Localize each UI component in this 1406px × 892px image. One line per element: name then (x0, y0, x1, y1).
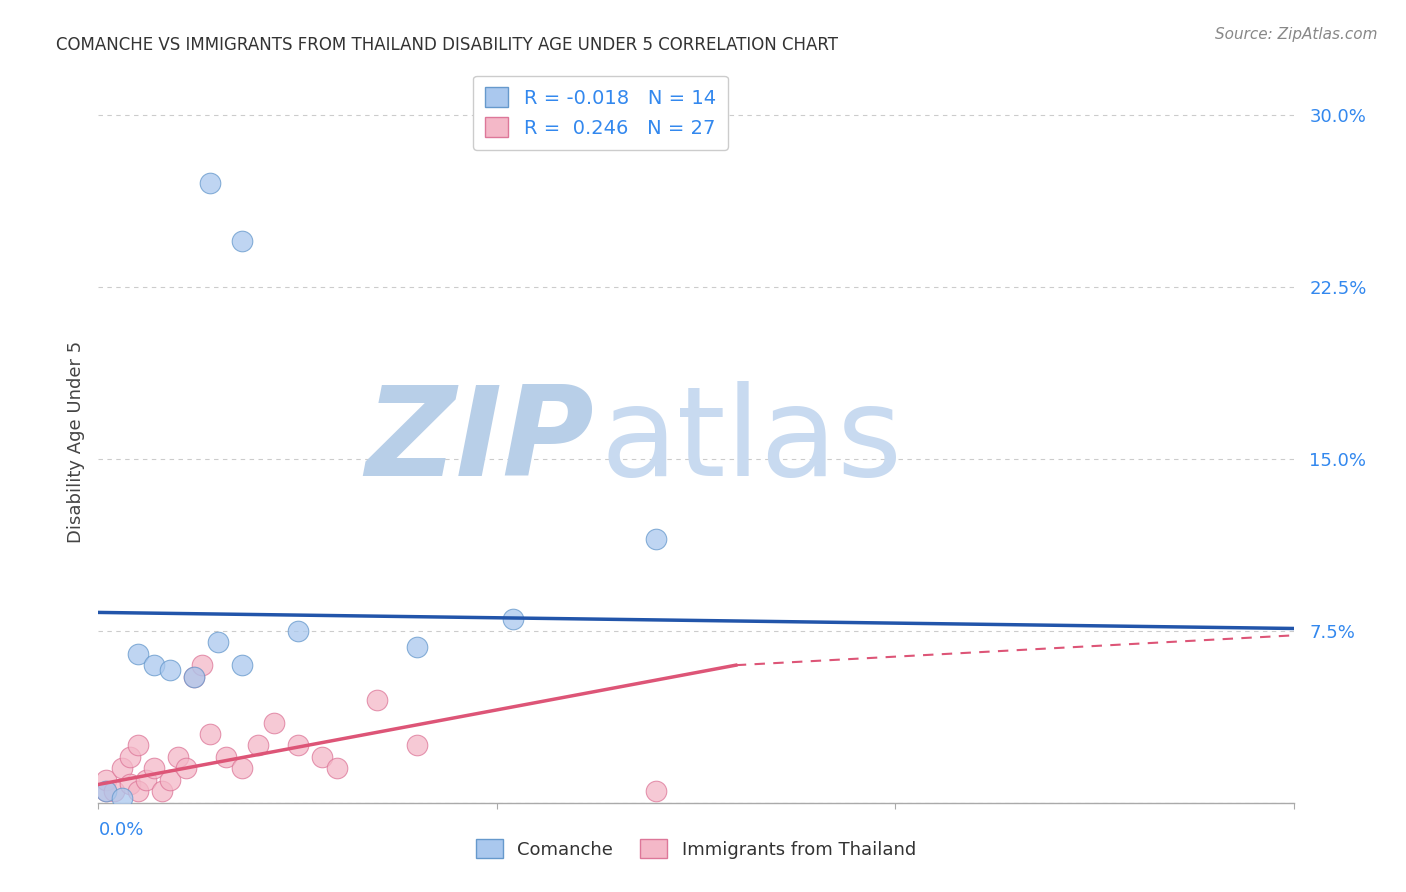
Point (143, 761, 166, 775)
Point (406, 739, 429, 753)
Point (366, 692, 388, 706)
Y-axis label: Disability Age Under 5: Disability Age Under 5 (66, 341, 84, 542)
Point (174, 761, 197, 775)
Point (120, 777, 142, 791)
Point (502, 612, 524, 626)
Point (159, 772, 181, 787)
Point (191, 658, 214, 673)
Point (150, 784, 173, 798)
Point (111, 791, 134, 805)
Point (263, 715, 285, 730)
Point (287, 739, 309, 753)
Point (127, 647, 149, 661)
Point (198, 727, 221, 741)
Point (645, 532, 668, 546)
Point (207, 635, 229, 649)
Point (127, 739, 149, 753)
Text: Source: ZipAtlas.com: Source: ZipAtlas.com (1215, 27, 1378, 42)
Text: 0.0%: 0.0% (98, 821, 143, 838)
Point (198, 177, 221, 191)
Point (326, 761, 349, 775)
Text: COMANCHE VS IMMIGRANTS FROM THAILAND DISABILITY AGE UNDER 5 CORRELATION CHART: COMANCHE VS IMMIGRANTS FROM THAILAND DIS… (56, 36, 838, 54)
Point (183, 670, 205, 684)
Point (215, 750, 238, 764)
Point (96, 784, 118, 798)
Point (96, 772, 118, 787)
Point (246, 739, 269, 753)
Point (183, 670, 205, 684)
Point (96, 784, 118, 798)
Point (120, 750, 142, 764)
Point (111, 761, 134, 775)
Point (127, 784, 149, 798)
Text: ZIP: ZIP (366, 381, 595, 502)
Point (143, 658, 166, 673)
Point (231, 658, 253, 673)
Point (287, 624, 309, 638)
Point (406, 640, 429, 654)
Point (135, 772, 157, 787)
Point (159, 663, 181, 677)
Point (231, 234, 253, 248)
Point (167, 750, 190, 764)
Legend: Comanche, Immigrants from Thailand: Comanche, Immigrants from Thailand (468, 832, 924, 866)
Point (231, 761, 253, 775)
Text: atlas: atlas (600, 381, 903, 502)
Point (645, 784, 668, 798)
Point (311, 750, 333, 764)
Point (103, 784, 125, 798)
